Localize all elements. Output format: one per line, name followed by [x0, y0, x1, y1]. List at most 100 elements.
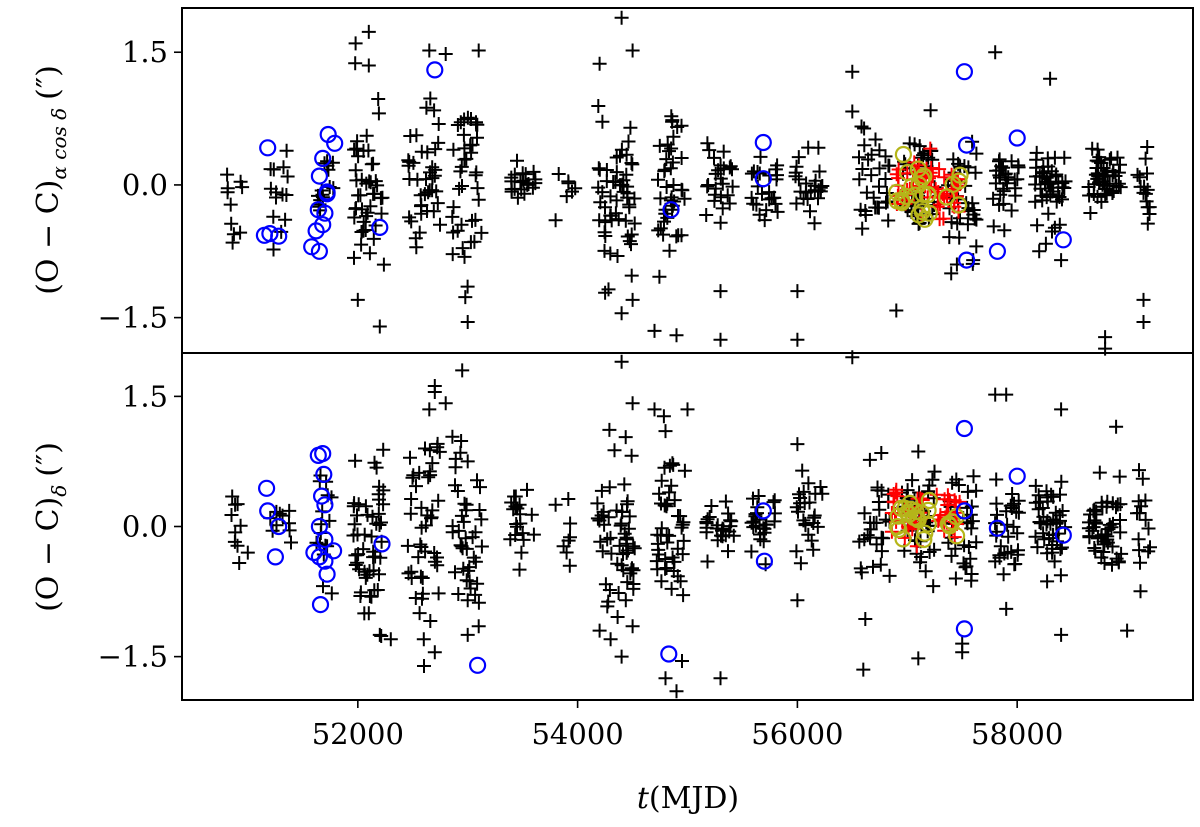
plus-marker-0-366 [810, 519, 825, 534]
plus-marker-0-470 [964, 567, 979, 581]
plus-marker-0-254 [652, 138, 667, 153]
plus-marker-0-2 [220, 181, 235, 196]
circle-marker-3-2 [261, 225, 279, 243]
plus-marker-0-614 [845, 64, 860, 79]
plus-marker-0-494 [1005, 487, 1020, 501]
plus-marker-0-604 [1139, 194, 1154, 209]
plus-marker-0-355 [800, 192, 815, 206]
plus-marker-0-119 [430, 558, 445, 573]
plus-marker-0-207 [609, 165, 624, 180]
plus-marker-0-271 [677, 191, 692, 206]
plus-marker-0-53 [376, 442, 391, 457]
x-tick-label-0: 52000 [312, 717, 404, 751]
plus-marker-0-579 [1104, 520, 1119, 535]
plus-marker-0-225 [625, 561, 639, 576]
plus-marker-0-287 [713, 215, 728, 230]
circle-marker-3-19 [660, 645, 678, 663]
y-tick-label-1-0: 1.5 [122, 379, 168, 413]
plus-marker-0-537 [1035, 165, 1050, 180]
circle-marker-3-18 [662, 201, 680, 219]
plus-marker-0-486 [1008, 188, 1023, 203]
plus-marker-0-428 [905, 473, 920, 488]
plus-marker-0-295 [652, 486, 667, 501]
plus-marker-0-137 [455, 241, 470, 256]
plus-marker-0-250 [614, 558, 629, 573]
plus-marker-0-487 [986, 191, 1001, 206]
plus-marker-0-655 [999, 601, 1014, 616]
plus-marker-0-333 [744, 544, 759, 559]
circle-marker-3-18 [469, 656, 487, 674]
plus-marker-0-187 [551, 167, 566, 181]
plus-marker-0-153 [454, 217, 469, 232]
plus-marker-0-467 [969, 535, 984, 550]
circle-marker-3-0 [258, 479, 276, 497]
plus-marker-0-8 [225, 235, 240, 250]
x-tick-label-3: 58000 [971, 717, 1063, 751]
plus-marker-0-73 [350, 134, 365, 149]
plus-marker-0-338 [791, 150, 806, 165]
plus-marker-0-114 [406, 468, 421, 483]
plus-marker-0-547 [1052, 508, 1067, 523]
circle-marker-3-11 [310, 167, 328, 185]
plus-marker-0-120 [431, 135, 446, 150]
plus-marker-0-362 [793, 556, 808, 571]
plus-marker-0-613 [1132, 463, 1146, 478]
plus-marker-0-540 [1055, 180, 1070, 195]
plus-marker-0-583 [1097, 182, 1112, 196]
plus-marker-0-650 [790, 593, 805, 608]
plus-marker-0-287 [654, 521, 669, 536]
plus-marker-0-570 [1092, 150, 1107, 165]
plus-marker-0-246 [666, 178, 681, 192]
plus-marker-0-430 [911, 444, 926, 459]
plus-marker-0-627 [790, 284, 805, 299]
plus-marker-0-317 [723, 513, 738, 528]
plus-marker-0-613 [592, 56, 607, 71]
plus-marker-0-158 [462, 574, 477, 589]
plus-marker-0-107 [428, 142, 443, 157]
plus-marker-0-308 [718, 494, 733, 509]
plus-marker-0-303 [716, 144, 731, 159]
plus-marker-0-359 [813, 480, 828, 494]
panel-top: 1.5 0.0 −1.5 (O − C)α cos δ(″) [31, 7, 1194, 356]
plus-marker-0-267 [652, 269, 667, 284]
plus-marker-0-74 [358, 570, 373, 585]
plus-marker-0-473 [1004, 203, 1019, 218]
plus-marker-0-610 [471, 43, 486, 58]
plus-marker-0-273 [666, 129, 681, 144]
plus-marker-0-271 [666, 457, 681, 472]
plus-marker-0-222 [595, 114, 610, 129]
plus-marker-0-479 [997, 223, 1012, 238]
plus-marker-0-599 [1140, 216, 1155, 231]
plus-marker-0-218 [617, 477, 632, 492]
plus-marker-0-502 [988, 554, 1003, 569]
plus-marker-0-9 [220, 167, 235, 182]
plus-marker-0-283 [673, 509, 688, 524]
plus-marker-0-371 [802, 495, 817, 510]
plus-marker-0-590 [1092, 171, 1107, 186]
circle-marker-3-16 [316, 530, 334, 549]
plus-marker-0-292 [720, 188, 735, 203]
plus-marker-0-623 [669, 328, 684, 343]
x-tick-label-1: 54000 [531, 717, 623, 751]
plus-marker-0-592 [1094, 495, 1109, 510]
plus-marker-0-245 [604, 546, 619, 561]
plus-marker-0-339 [791, 172, 806, 187]
plus-marker-0-432 [922, 545, 937, 559]
plus-marker-0-552 [1083, 206, 1098, 220]
plus-marker-0-244 [624, 156, 639, 170]
plus-marker-0-270 [651, 172, 665, 187]
plus-marker-0-535 [1054, 474, 1069, 489]
circle-marker-2-5 [894, 145, 913, 164]
plus-marker-0-599 [1088, 543, 1103, 558]
plus-marker-0-61 [362, 246, 377, 261]
plus-marker-0-622 [647, 323, 662, 338]
plus-marker-0-117 [423, 614, 438, 628]
plus-marker-0-161 [457, 496, 472, 511]
plus-marker-0-188 [508, 499, 523, 514]
plus-marker-0-151 [451, 523, 466, 538]
plus-marker-0-390 [880, 194, 895, 209]
plus-marker-0-16 [275, 187, 290, 202]
circle-marker-3-2 [266, 548, 284, 566]
plus-marker-0-413 [925, 472, 940, 487]
